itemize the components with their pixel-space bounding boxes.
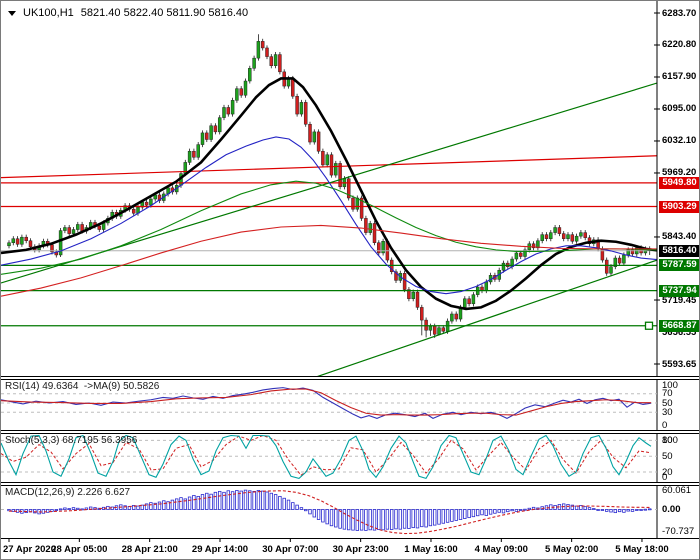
time-tick-label: 4 May 09:00: [474, 544, 528, 555]
price-badge-support: 5787.59: [659, 259, 699, 272]
time-tick-label: 5 May 02:00: [544, 544, 599, 555]
panel-separator[interactable]: [1, 430, 699, 434]
price-tick-label: 6032.10: [662, 135, 697, 147]
chart-menu-arrow-icon[interactable]: [8, 10, 16, 16]
price-tick-label: 5593.65: [662, 358, 697, 370]
time-axis-ticks: [8, 12, 660, 542]
panel-separator[interactable]: [1, 482, 699, 486]
time-tick-label: 30 Apr 23:00: [332, 544, 389, 555]
ma-lines: [1, 77, 657, 311]
indicator-scale-label: -70.737: [662, 526, 695, 538]
macd-histogram: [7, 489, 652, 531]
indicator-scale-label: 50: [662, 450, 673, 462]
price-badge-resistance: 5949.80: [659, 176, 699, 189]
time-tick-label: 30 Apr 07:00: [262, 544, 319, 555]
time-tick-label: 1 May 16:00: [404, 544, 458, 555]
indicator-scale-label: 0: [662, 420, 668, 431]
price-tick-label: 5969.20: [662, 167, 697, 179]
symbol-header: UK100,H1 5821.40 5822.40 5811.90 5816.40: [8, 7, 248, 19]
symbol-name: UK100,H1: [23, 7, 74, 19]
price-tick-label: 6283.70: [662, 7, 697, 19]
price-tick-label: 5656.55: [662, 326, 697, 338]
trendline-handle[interactable]: [644, 321, 654, 330]
time-tick-label: 29 Apr 14:00: [191, 544, 249, 555]
indicator-scale-label: 0.00: [662, 504, 681, 515]
indicator-scale-label: 100: [662, 435, 678, 446]
time-tick-label: 27 Apr 2020: [3, 544, 56, 555]
price-badge-resistance: 5903.29: [659, 200, 699, 213]
rsi-panel[interactable]: [1, 387, 657, 419]
price-tick-label: 5719.45: [662, 294, 697, 306]
stoch-header: Stoch(5,3,3) 68.7195 56.3956: [5, 435, 138, 446]
indicator-scale-label: 20: [662, 466, 673, 478]
stoch-panel[interactable]: [1, 434, 657, 480]
indicator-scale-label: 50: [662, 397, 673, 409]
price-badge-current: 5816.40: [659, 244, 699, 257]
time-tick-label: 5 May 18:00: [615, 544, 669, 555]
indicator-scale-label: 0: [662, 472, 668, 483]
macd-header: MACD(12,26,9) 2.226 6.627: [5, 487, 131, 498]
support-resistance-lines[interactable]: [1, 182, 657, 327]
indicator-scale-label: 30: [662, 406, 673, 418]
rsi-header: RSI(14) 49.6364 ->MA(9) 50.5826: [5, 381, 160, 392]
indicator-scale-label: 70: [662, 388, 673, 400]
time-tick-label: 28 Apr 21:00: [121, 544, 178, 555]
symbol-ohlc-values: 5821.40 5822.40 5811.90 5816.40: [80, 7, 249, 19]
price-tick-label: 6157.90: [662, 71, 697, 83]
price-tick-label: 5843.40: [662, 231, 697, 243]
main-chart-layer: [1, 34, 657, 377]
indicator-scale-label: 80: [662, 435, 673, 446]
indicator-scale-label: 60.061: [662, 485, 692, 497]
time-axis-line: [1, 538, 699, 539]
price-badge-support: 5737.94: [659, 284, 699, 297]
macd-panel[interactable]: [1, 489, 657, 535]
time-tick-label: 28 Apr 05:00: [51, 544, 108, 555]
price-badge-support: 5668.87: [659, 319, 699, 332]
indicator-scale-label: 100: [662, 380, 678, 391]
candles-layer: [7, 34, 652, 338]
price-tick-label: 6220.80: [662, 39, 697, 51]
panel-separator[interactable]: [1, 376, 699, 380]
price-tick-label: 6095.00: [662, 103, 697, 115]
